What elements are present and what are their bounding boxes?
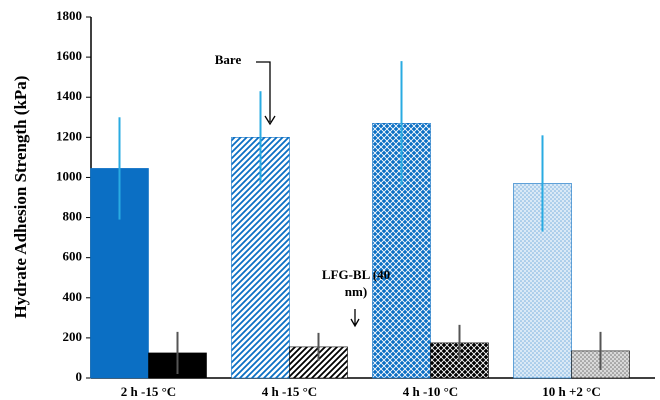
x-tick-label: 10 h +2 °C: [542, 384, 600, 399]
y-tick-label: 1600: [56, 48, 82, 63]
y-tick-label: 1200: [56, 128, 82, 143]
y-axis-label: Hydrate Adhesion Strength (kPa): [11, 76, 30, 319]
arrow: [256, 61, 271, 122]
x-tick-label: 4 h -15 °C: [262, 384, 317, 399]
series-label: Bare: [215, 52, 242, 67]
y-tick-label: 1800: [56, 8, 82, 23]
x-tick-label: 2 h -15 °C: [121, 384, 176, 399]
series-label: LFG-BL (40 nm): [321, 267, 391, 299]
x-tick-label: 4 h -10 °C: [403, 384, 458, 399]
y-tick-label: 1000: [56, 168, 82, 183]
y-tick-label: 0: [76, 369, 83, 384]
y-tick-label: 600: [63, 249, 83, 264]
y-tick-label: 800: [63, 209, 83, 224]
y-tick-label: 400: [63, 289, 83, 304]
arrow-head: [264, 115, 276, 126]
y-tick-label: 1400: [56, 88, 82, 103]
arrow: [350, 309, 360, 328]
y-tick-label: 200: [63, 329, 83, 344]
